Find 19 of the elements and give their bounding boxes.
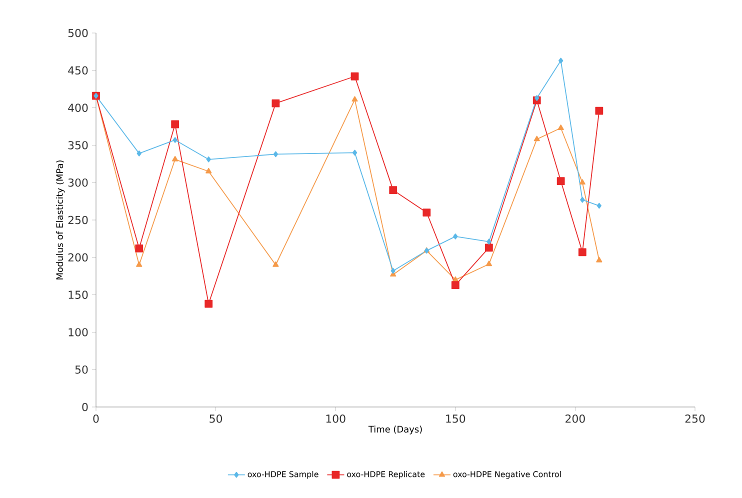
- y-axis-title: Modulus of Elasticity (MPa): [56, 160, 65, 280]
- y-tick-label: 350: [68, 141, 88, 150]
- x-axis-title: Time (Days): [368, 426, 422, 434]
- y-tick-label: 450: [68, 66, 88, 75]
- y-tick-label: 150: [68, 290, 88, 299]
- y-tick-label: 100: [68, 328, 88, 336]
- y-tick-label: 400: [68, 104, 88, 112]
- y-tick-label: 200: [68, 253, 88, 262]
- y-tick-label: 50: [75, 365, 88, 374]
- x-tick-label: 250: [685, 414, 705, 423]
- x-tick-label: 50: [210, 414, 222, 423]
- x-tick-label: 0: [93, 414, 99, 423]
- x-tick-label: 200: [566, 414, 585, 423]
- x-tick-label: 100: [326, 414, 346, 423]
- y-tick-label: 0: [82, 402, 88, 412]
- y-tick-label: 300: [68, 178, 88, 187]
- y-tick-label: 500: [68, 28, 88, 38]
- y-tick-label: 250: [68, 216, 88, 224]
- x-tick-label: 150: [446, 414, 466, 423]
